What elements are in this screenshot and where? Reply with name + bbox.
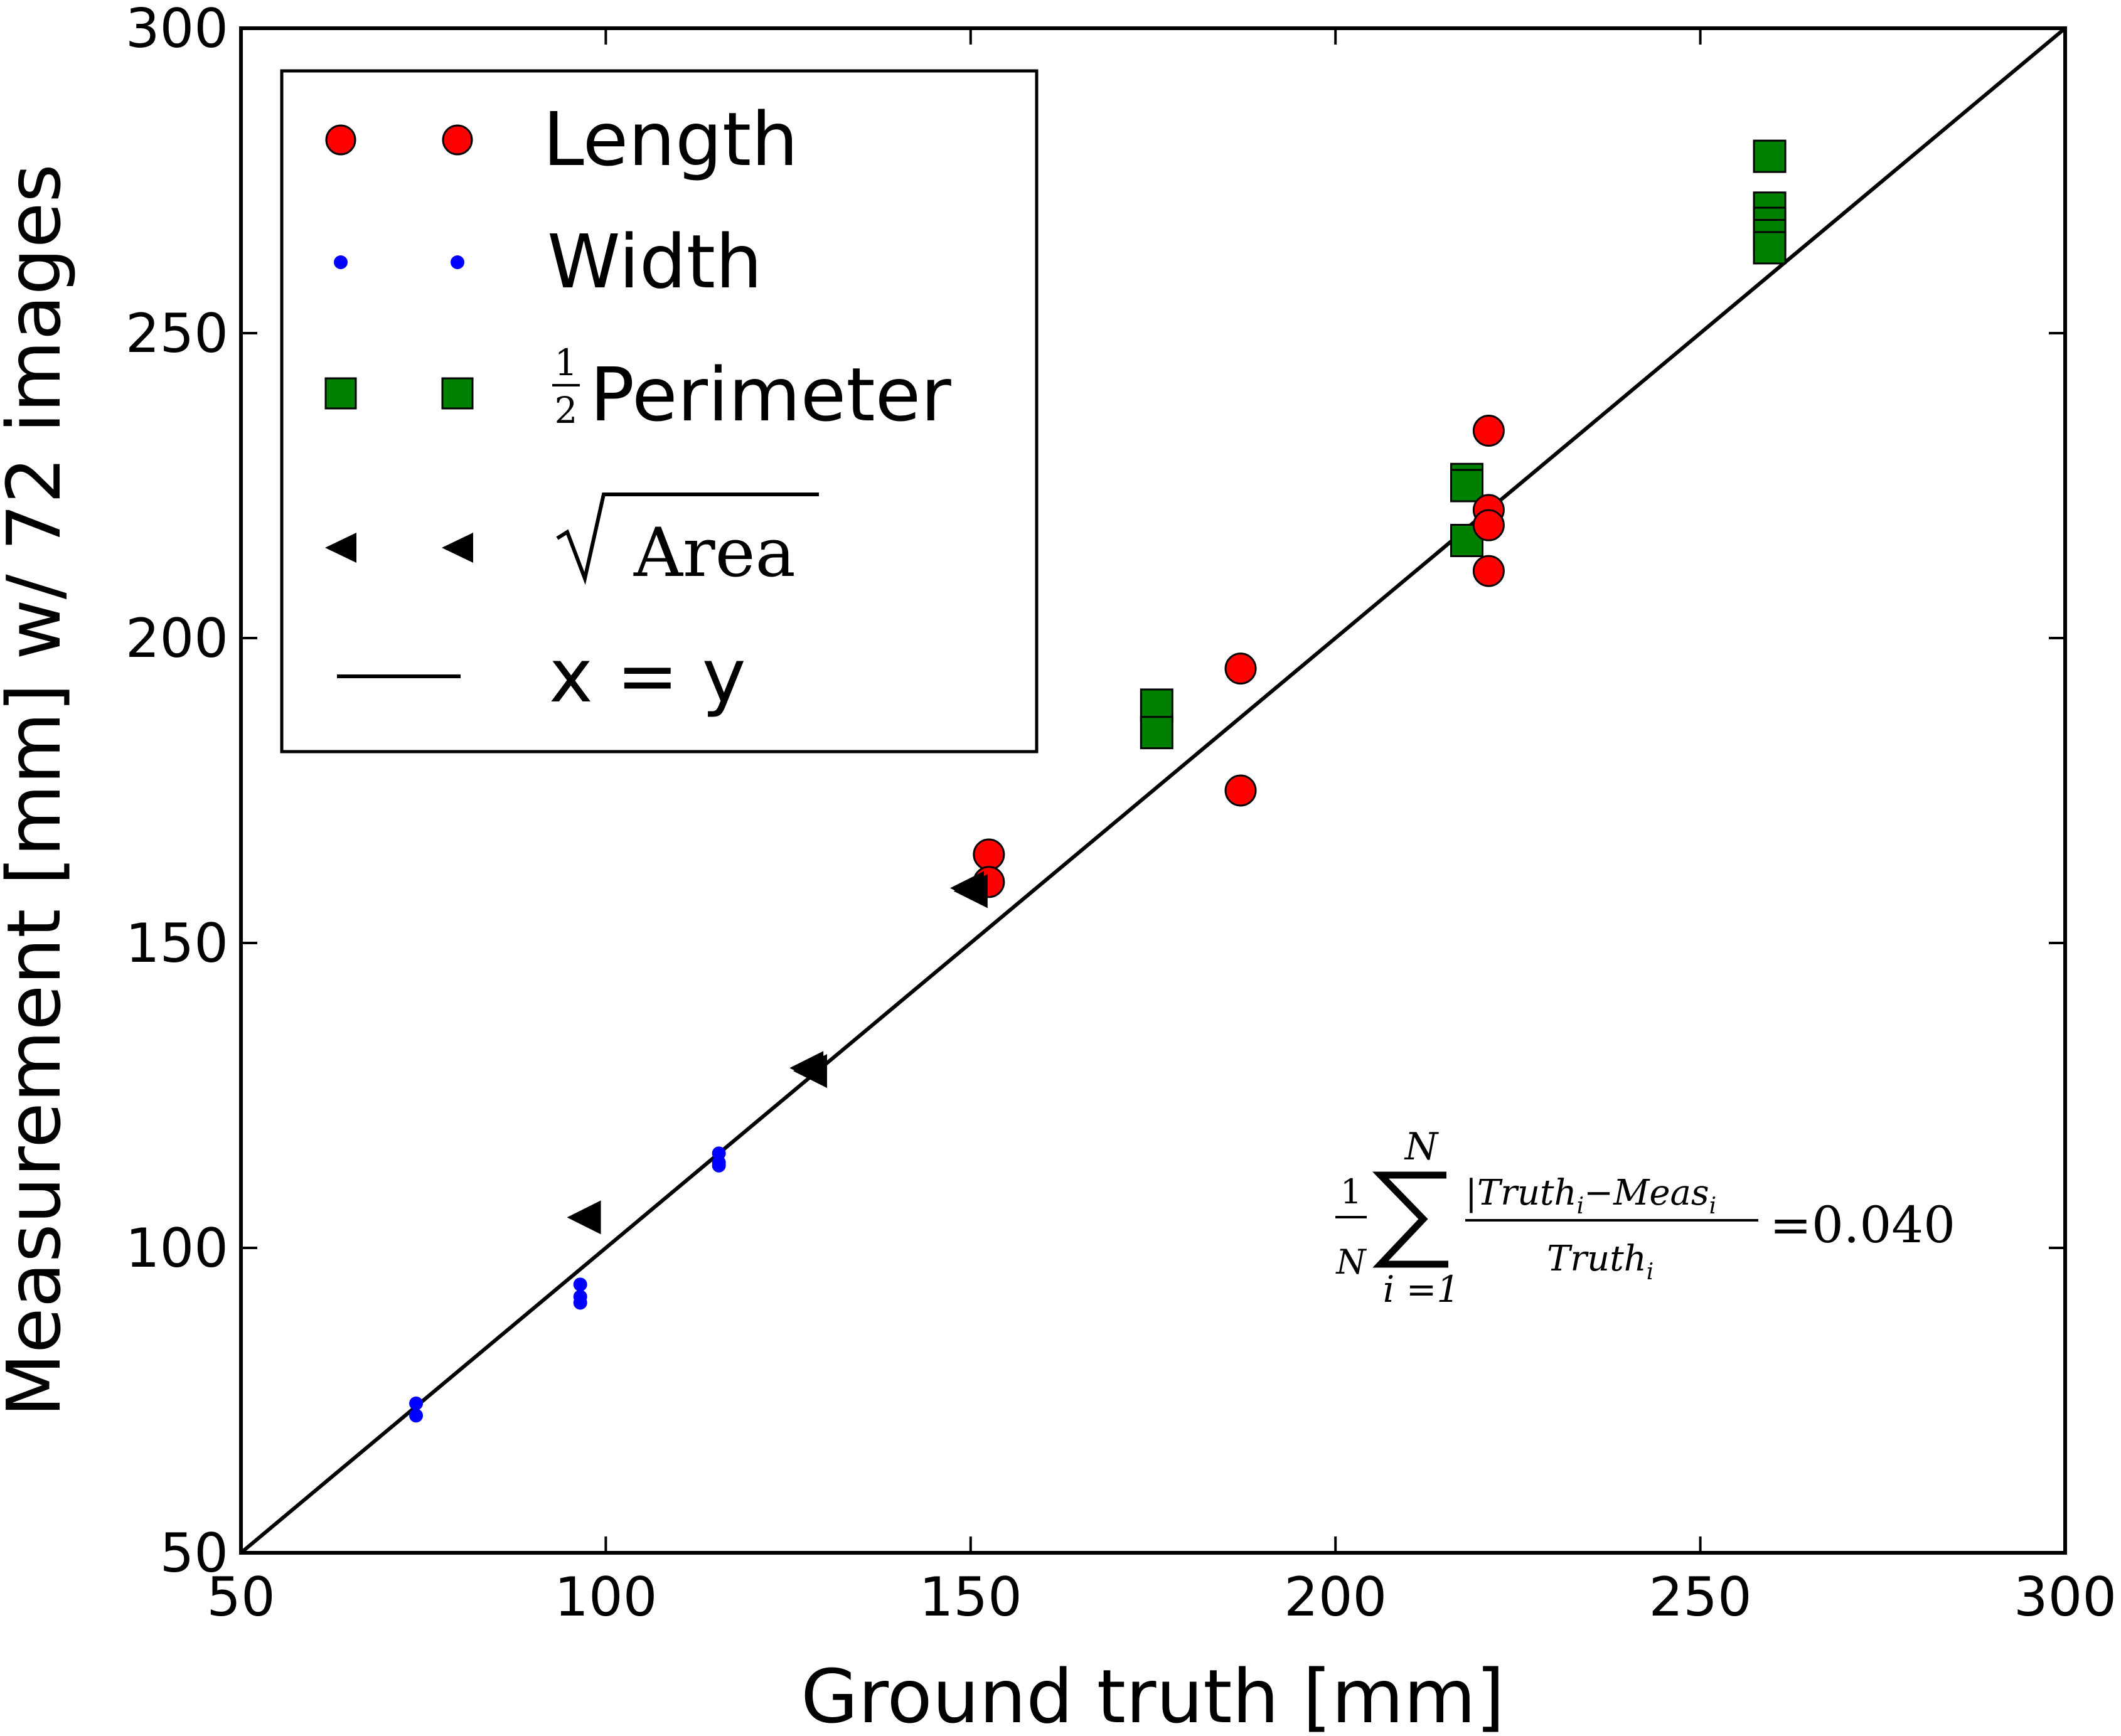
legend-area-marker-1: [325, 533, 356, 563]
formula-fraction-denominator: N: [1335, 1242, 1367, 1282]
perimeter-point: [1753, 231, 1787, 265]
legend-perimeter-fraction: 1 2: [552, 341, 580, 432]
width-point: [409, 1396, 424, 1410]
x-axis-label: Ground truth [mm]: [801, 1653, 1505, 1736]
data-marks-layer: [409, 139, 1787, 1423]
formula-result: =0.040: [1770, 1196, 1955, 1254]
formula-fraction-numerator: 1: [1340, 1172, 1362, 1211]
formula-denominator-truth: Truth: [1547, 1238, 1647, 1279]
area-point: [953, 874, 988, 908]
formula-numerator-truth: |Truth: [1465, 1173, 1577, 1213]
length-point: [973, 838, 1005, 871]
area-point: [793, 1054, 827, 1089]
legend-length-label: Length: [543, 96, 798, 183]
y-tick-label: 300: [126, 0, 228, 60]
legend-length-marker-2: [442, 124, 473, 156]
length-point: [1472, 509, 1505, 541]
width-point: [409, 1409, 424, 1423]
length-point: [1224, 652, 1257, 685]
legend-perimeter-label: Perimeter: [590, 351, 951, 438]
formula-numerator-meas: −Meas: [1584, 1173, 1709, 1213]
perimeter-point: [1450, 469, 1484, 503]
formula-numerator-sub2: i: [1709, 1193, 1717, 1219]
y-tick-label: 150: [126, 912, 228, 975]
legend-width-label: Width: [547, 218, 762, 305]
legend: Length Width 1 2 Perimeter Area x = y: [280, 69, 1039, 754]
plot-frame: [239, 26, 2067, 1555]
length-point: [1224, 774, 1257, 807]
legend-area-sqrt: Area: [556, 493, 819, 592]
width-point: [573, 1277, 587, 1292]
legend-width-marker-2: [451, 255, 464, 269]
formula-sum-lower: i =1: [1383, 1268, 1460, 1311]
error-formula-annotation: 1 N N i =1 |Truthi−Measi Truthi =0.040: [1335, 1125, 1955, 1311]
legend-area-marker-2: [442, 533, 473, 563]
y-axis-label: Measurement [mm] w/ 72 images: [0, 164, 77, 1417]
x-tick-label: 250: [1649, 1566, 1752, 1629]
x-tick-label: 100: [554, 1566, 657, 1629]
sigma-icon: [1372, 1171, 1448, 1268]
formula-numerator-sub: i: [1577, 1193, 1584, 1219]
axis-ticks-layer: 50 100 150 200 250 300 50 100 150 200 250 300: [126, 0, 2117, 1629]
formula-sum-upper: N: [1404, 1125, 1440, 1169]
formula-denominator-sub: i: [1647, 1259, 1654, 1285]
width-point: [712, 1158, 726, 1173]
area-point: [567, 1200, 601, 1235]
legend-perimeter-fraction-num: 1: [555, 341, 578, 384]
x-tick-label: 50: [206, 1566, 275, 1629]
formula-numerator: |Truthi−Measi: [1465, 1173, 1716, 1219]
radical-sign: [556, 493, 819, 585]
identity-line-layer: [240, 26, 2066, 1555]
perimeter-point: [1753, 139, 1787, 173]
x-tick-label: 300: [2014, 1566, 2117, 1629]
perimeter-point: [1140, 716, 1173, 750]
legend-perimeter-fraction-den: 2: [555, 389, 578, 432]
x-tick-label: 200: [1284, 1566, 1387, 1629]
width-point: [573, 1296, 587, 1310]
y-tick-label: 50: [160, 1522, 228, 1585]
y-tick-label: 250: [126, 302, 228, 365]
legend-perimeter-marker-1: [324, 377, 357, 410]
length-point: [1472, 555, 1505, 587]
legend-perimeter-marker-2: [441, 377, 474, 410]
legend-identity-label: x = y: [549, 632, 746, 719]
y-tick-label: 100: [126, 1217, 228, 1280]
y-tick-label: 200: [126, 607, 228, 670]
legend-area-label: Area: [633, 514, 796, 592]
legend-box: [280, 69, 1039, 754]
legend-length-marker-1: [325, 124, 356, 156]
x-tick-label: 150: [919, 1566, 1022, 1629]
length-point: [1472, 415, 1505, 447]
identity-line: [240, 26, 2066, 1555]
legend-width-marker-1: [334, 255, 348, 269]
perimeter-point: [1140, 688, 1173, 722]
formula-denominator: Truthi: [1547, 1238, 1654, 1285]
